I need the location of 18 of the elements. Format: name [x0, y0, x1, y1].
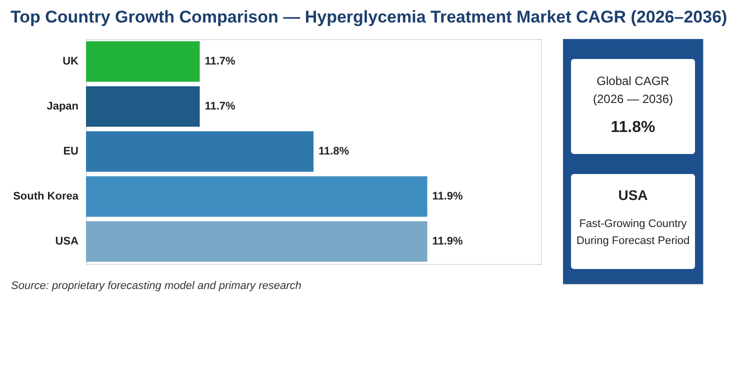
- text: USA: [618, 187, 648, 203]
- chart-title: Top Country Growth Comparison — Hyperglycemia Treatment Market CAGR (2026–2036): [10, 8, 728, 26]
- data-label: 11.7%: [204, 100, 236, 112]
- text: Global CAGR: [596, 74, 670, 88]
- y-tick-label: Japan: [46, 100, 79, 112]
- data-label: 11.7%: [204, 56, 236, 68]
- y-tick-label: EU: [63, 146, 79, 158]
- text: 11.8%: [610, 119, 656, 136]
- text: During Forecast Period: [576, 235, 690, 247]
- text: Fast-Growing Country: [579, 218, 688, 230]
- source-note: Source: proprietary forecasting model and primary research: [11, 280, 302, 292]
- data-label: 11.9%: [432, 190, 464, 202]
- y-tick-label: South Korea: [13, 190, 80, 202]
- y-tick-label: USA: [55, 236, 79, 248]
- y-tick-label: UK: [62, 56, 79, 68]
- data-label: 11.8%: [318, 146, 350, 158]
- text: (2026 — 2036): [592, 92, 674, 106]
- data-label: 11.9%: [432, 236, 464, 248]
